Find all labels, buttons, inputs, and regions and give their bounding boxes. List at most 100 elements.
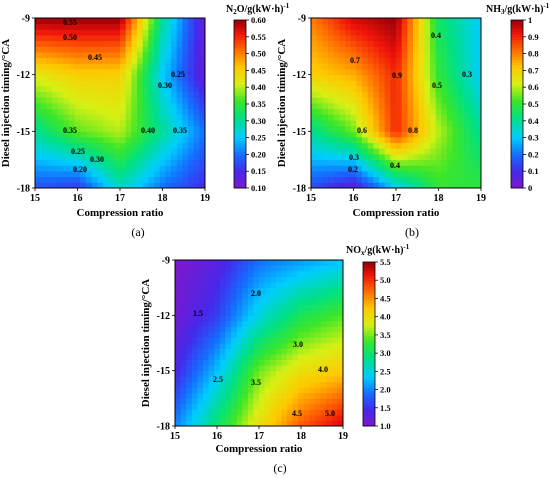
heat-cell [367, 69, 374, 76]
heat-cell [339, 63, 346, 70]
heat-cell [337, 260, 344, 266]
heat-cell [464, 182, 471, 189]
heat-cell [191, 265, 198, 272]
heat-cell [413, 103, 420, 110]
heat-cell [120, 159, 127, 166]
heat-cell [57, 52, 64, 59]
heat-cell [281, 398, 288, 405]
heat-cell [333, 40, 340, 47]
heat-cell [176, 18, 183, 25]
colorbar-swatch [511, 143, 523, 147]
colorbar-swatch [363, 420, 375, 424]
heat-cell [311, 52, 318, 59]
colorbar-swatch [234, 62, 246, 66]
heat-cell [367, 142, 374, 149]
heat-cell [309, 370, 316, 377]
heat-cell [69, 35, 76, 42]
heat-cell [281, 282, 288, 289]
heat-cell [103, 137, 110, 144]
heat-cell [430, 120, 437, 127]
x-tick-label: 15 [306, 193, 316, 204]
heat-cell [264, 354, 271, 360]
heat-cell [331, 265, 338, 272]
heat-cell [253, 392, 260, 399]
heat-cell [182, 176, 189, 183]
heat-cell [125, 97, 132, 104]
heat-cell [362, 171, 369, 178]
heat-cell [86, 69, 93, 76]
heat-cell [292, 359, 299, 366]
heat-cell [430, 29, 437, 36]
heat-cell [91, 142, 98, 149]
heat-cell [379, 35, 386, 42]
heat-cell [469, 52, 476, 59]
heat-cell [219, 398, 226, 405]
heat-cell [46, 176, 53, 183]
heat-cell [91, 114, 98, 121]
heat-cell [103, 74, 110, 81]
heat-cell [259, 320, 265, 327]
heat-cell [401, 74, 408, 81]
heat-cell [186, 398, 193, 405]
heat-cell [345, 131, 352, 138]
heat-cell [311, 108, 318, 115]
heat-cell [339, 40, 346, 47]
heat-cell [373, 182, 380, 189]
heat-cell [63, 46, 70, 53]
heat-cell [367, 86, 374, 93]
heat-cell [401, 40, 408, 47]
heat-cell [142, 29, 149, 36]
heat-cell [469, 86, 476, 93]
contour-label: 0.4 [431, 31, 441, 40]
heat-cell [108, 23, 115, 30]
colorbar-swatch [234, 92, 246, 96]
heat-cell [316, 52, 323, 59]
heat-cell [396, 63, 403, 70]
contour-label: 5.0 [325, 409, 335, 418]
heat-cell [182, 69, 189, 76]
heat-cell [320, 392, 327, 399]
heat-cell [396, 29, 403, 36]
heat-cell [333, 46, 340, 53]
heat-cell [148, 35, 155, 42]
heat-cell [242, 298, 249, 305]
heat-cell [311, 176, 318, 183]
heat-cell [309, 320, 316, 327]
heat-cell [464, 69, 471, 76]
heat-cell [270, 315, 277, 322]
heat-cell [242, 409, 249, 416]
heat-cell [214, 315, 221, 322]
heat-cell [337, 409, 344, 416]
heat-cell [298, 326, 305, 333]
heat-cell [328, 80, 335, 87]
heat-cell [180, 381, 187, 388]
heat-cell [182, 103, 189, 110]
heat-cell [159, 148, 166, 155]
heat-cell [259, 348, 265, 355]
heat-cell [97, 35, 104, 42]
heat-cell [331, 409, 338, 416]
heat-cell [175, 276, 181, 283]
colorbar-swatch [234, 162, 246, 166]
heat-cell [214, 414, 221, 421]
heat-cell [264, 387, 271, 394]
heat-cell [287, 331, 293, 338]
heat-cell [373, 91, 380, 98]
colorbar-swatch [363, 354, 375, 359]
heat-cell [69, 148, 76, 155]
heat-cell [52, 29, 59, 36]
heat-cell [231, 298, 237, 305]
heat-cell [148, 52, 155, 59]
heat-cell [120, 74, 127, 81]
heat-cell [242, 370, 249, 377]
heat-cell [315, 354, 321, 360]
heat-cell [114, 40, 121, 47]
heat-cell [316, 80, 323, 87]
contour-label: 0.25 [171, 70, 185, 79]
heat-cell [292, 309, 299, 316]
heat-cell [275, 315, 282, 322]
heat-cell [203, 392, 209, 399]
heat-cell [424, 57, 431, 64]
heat-cell [379, 52, 386, 59]
heat-cell [298, 403, 305, 410]
